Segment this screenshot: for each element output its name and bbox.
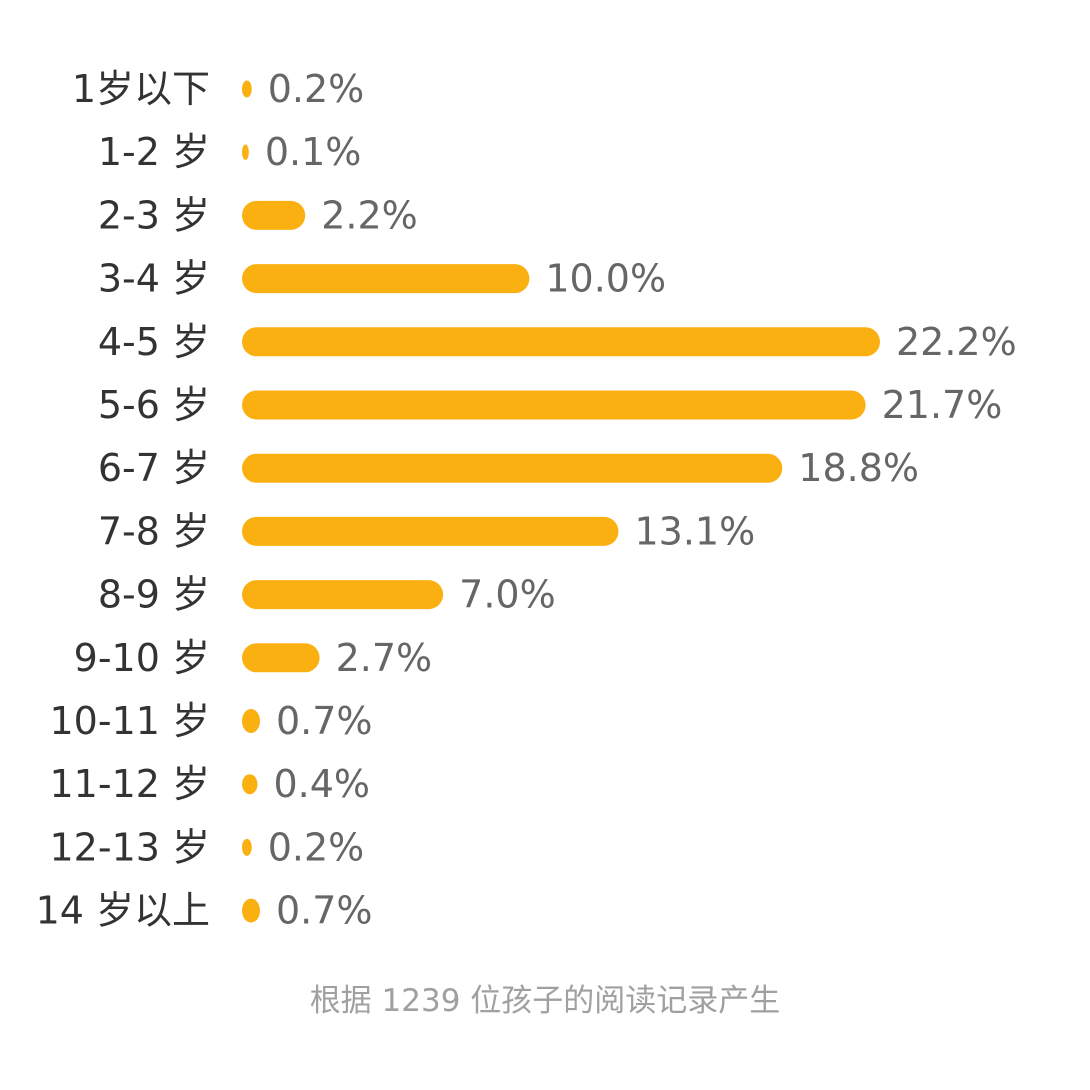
labels-layer: 1岁以下 0.2% 1-2 岁 0.1% 2-3 岁 2.2% 3-4 岁 10.0% 4-5 … (36, 67, 1017, 933)
category-label-13: 14 岁以上 (36, 889, 210, 933)
category-label-1: 1-2 岁 (98, 130, 210, 174)
category-label-3: 3-4 岁 (98, 257, 210, 301)
value-label-1: 0.1% (265, 130, 362, 174)
bar-8 (242, 580, 444, 610)
bar-0 (242, 80, 252, 98)
category-label-11: 11-12 岁 (50, 762, 211, 806)
value-label-4: 22.2% (896, 320, 1017, 364)
category-label-0: 1岁以下 (72, 67, 210, 111)
category-label-6: 6-7 岁 (98, 446, 210, 490)
value-label-6: 18.8% (798, 446, 919, 490)
value-label-12: 0.2% (268, 825, 365, 869)
bar-13 (242, 898, 260, 923)
value-label-2: 2.2% (321, 193, 418, 237)
category-label-2: 2-3 岁 (98, 193, 210, 237)
bar-12 (242, 838, 252, 856)
category-label-9: 9-10 岁 (74, 636, 210, 680)
category-label-10: 10-11 岁 (50, 699, 211, 743)
bar-7 (242, 516, 619, 546)
bar-1 (242, 144, 249, 160)
bar-11 (242, 774, 258, 795)
bar-5 (242, 390, 866, 420)
category-label-4: 4-5 岁 (98, 320, 210, 364)
value-label-13: 0.7% (276, 889, 373, 933)
category-label-12: 12-13 岁 (50, 825, 211, 869)
value-label-9: 2.7% (336, 636, 433, 680)
bar-3 (242, 264, 530, 294)
bar-10 (242, 709, 260, 733)
bar-9 (242, 643, 320, 673)
category-label-8: 8-9 岁 (98, 573, 210, 617)
value-label-11: 0.4% (273, 762, 370, 806)
value-label-10: 0.7% (276, 699, 373, 743)
category-label-5: 5-6 岁 (98, 383, 210, 427)
chart-footnote: 根据 1239 位孩子的阅读记录产生 (309, 983, 781, 1019)
bars-layer (242, 80, 880, 923)
category-label-7: 7-8 岁 (98, 509, 210, 553)
value-label-0: 0.2% (268, 67, 365, 111)
value-label-8: 7.0% (459, 573, 556, 617)
bar-2 (242, 200, 306, 230)
value-label-5: 21.7% (882, 383, 1003, 427)
value-label-7: 13.1% (634, 509, 755, 553)
bar-6 (242, 453, 783, 483)
bar-4 (242, 327, 880, 357)
value-label-3: 10.0% (545, 257, 666, 301)
